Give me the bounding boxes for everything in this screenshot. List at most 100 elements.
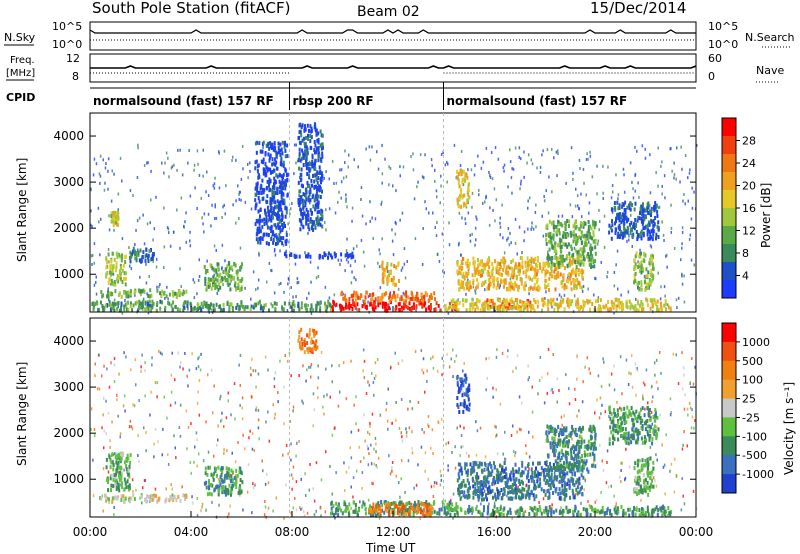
- echo-cell: [492, 301, 494, 306]
- echo-cell: [617, 231, 620, 236]
- echo-cell: [107, 488, 110, 493]
- echo-cell: [90, 254, 93, 258]
- echo-cell: [271, 170, 274, 174]
- echo-cell: [140, 369, 142, 373]
- echo-cell: [170, 166, 173, 170]
- echo-cell: [497, 157, 500, 161]
- echo-cell: [249, 429, 251, 433]
- echo-cell: [603, 360, 605, 364]
- echo-cell: [644, 275, 647, 280]
- echo-cell: [621, 202, 624, 207]
- echo-cell: [424, 291, 427, 296]
- echo-cell: [424, 153, 426, 157]
- echo-cell: [597, 296, 600, 299]
- echo-cell: [641, 144, 644, 148]
- echo-cell: [526, 161, 528, 165]
- echo-cell: [287, 277, 290, 280]
- echo-cell: [333, 182, 335, 185]
- echo-cell: [565, 181, 567, 185]
- echo-cell: [305, 207, 308, 212]
- echo-cell: [113, 506, 115, 509]
- echo-cell: [225, 184, 227, 188]
- echo-cell: [329, 308, 332, 313]
- echo-cell: [477, 269, 480, 274]
- echo-cell: [532, 304, 535, 309]
- echo-cell: [511, 516, 513, 520]
- echo-cell: [634, 271, 637, 276]
- echo-cell: [196, 514, 199, 517]
- echo-cell: [220, 473, 223, 477]
- echo-cell: [486, 270, 489, 275]
- echo-cell: [280, 199, 283, 204]
- echo-cell: [118, 488, 121, 493]
- echo-cell: [110, 219, 113, 224]
- echo-cell: [462, 369, 464, 373]
- echo-cell: [319, 210, 322, 215]
- echo-cell: [252, 486, 255, 490]
- echo-cell: [675, 474, 678, 478]
- echo-cell: [110, 282, 112, 286]
- echo-cell: [223, 203, 225, 207]
- echo-cell: [174, 401, 177, 405]
- echo-cell: [116, 306, 119, 311]
- echo-cell: [255, 159, 258, 164]
- echo-cell: [662, 233, 665, 237]
- echo-cell: [462, 177, 464, 182]
- echo-cell: [155, 265, 158, 269]
- echo-cell: [460, 434, 463, 437]
- echo-cell: [514, 146, 517, 150]
- echo-cell: [635, 307, 638, 312]
- echo-cell: [109, 465, 112, 470]
- echo-cell: [212, 303, 215, 308]
- echo-cell: [484, 266, 486, 271]
- echo-cell: [314, 203, 317, 208]
- echo-cell: [254, 483, 256, 487]
- echo-cell: [342, 176, 345, 180]
- echo-cell: [228, 475, 231, 480]
- echo-cell: [514, 241, 517, 245]
- echo-cell: [355, 469, 358, 473]
- echo-cell: [302, 155, 305, 160]
- echo-cell: [399, 297, 402, 302]
- echo-cell: [593, 293, 595, 297]
- echo-cell: [428, 305, 431, 310]
- echo-cell: [650, 245, 653, 249]
- echo-cell: [206, 492, 209, 497]
- echo-cell: [467, 278, 469, 282]
- echo-cell: [334, 211, 337, 215]
- echo-cell: [162, 427, 164, 431]
- echo-cell: [466, 280, 469, 285]
- echo-cell: [634, 362, 637, 366]
- echo-cell: [546, 302, 549, 307]
- echo-cell: [651, 262, 654, 267]
- echo-cell: [495, 266, 498, 271]
- echo-cell: [255, 237, 258, 242]
- echo-cell: [519, 256, 522, 260]
- echo-cell: [503, 163, 506, 167]
- echo-cell: [431, 164, 433, 168]
- echo-cell: [622, 202, 625, 207]
- echo-cell: [432, 495, 435, 498]
- echo-cell: [273, 194, 276, 199]
- echo-cell: [589, 224, 591, 229]
- echo-cell: [114, 268, 117, 273]
- echo-cell: [310, 128, 313, 133]
- echo-cell: [554, 255, 557, 259]
- echo-cell: [363, 302, 365, 307]
- echo-cell: [285, 210, 288, 215]
- echo-cell: [355, 291, 358, 296]
- echo-cell: [480, 259, 483, 264]
- echo-cell: [439, 308, 442, 313]
- echo-cell: [467, 192, 470, 197]
- echo-cell: [502, 303, 505, 308]
- echo-cell: [623, 218, 625, 223]
- echo-cell: [681, 242, 683, 246]
- echo-cell: [379, 298, 382, 303]
- echo-cell: [355, 278, 357, 282]
- echo-cell: [267, 210, 270, 215]
- echo-cell: [392, 278, 395, 283]
- echo-cell: [365, 147, 367, 151]
- echo-cell: [91, 263, 93, 266]
- echo-cell: [575, 187, 577, 191]
- echo-cell: [121, 279, 124, 284]
